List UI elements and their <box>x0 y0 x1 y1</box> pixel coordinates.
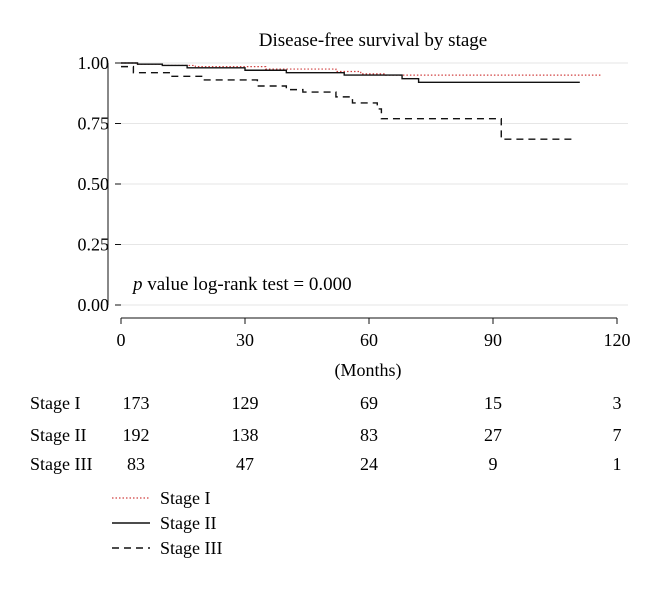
risk-count: 24 <box>360 454 378 474</box>
grid-lines <box>121 62 628 306</box>
log-rank-annotation: p value log-rank test = 0.000 <box>131 274 352 295</box>
y-tick-label: 0.75 <box>78 114 110 134</box>
annotation-italic: p <box>131 274 143 295</box>
risk-count: 173 <box>123 393 150 413</box>
x-tick-label: 0 <box>117 330 126 350</box>
x-tick-label: 90 <box>484 330 502 350</box>
x-tick-label: 30 <box>236 330 254 350</box>
risk-count: 47 <box>236 454 254 474</box>
series-line-stage-i <box>121 62 601 76</box>
annotation-text: value log-rank test = 0.000 <box>143 274 352 295</box>
risk-count: 129 <box>232 393 259 413</box>
y-tick-label: 0.00 <box>78 295 110 315</box>
legend-label: Stage I <box>160 488 210 508</box>
risk-count: 138 <box>232 425 259 445</box>
risk-count: 192 <box>123 425 150 445</box>
risk-count: 27 <box>484 425 502 445</box>
risk-count: 83 <box>360 425 378 445</box>
risk-count: 7 <box>613 425 622 445</box>
risk-row-label: Stage III <box>30 454 92 474</box>
x-tick-label: 60 <box>360 330 378 350</box>
risk-count: 69 <box>360 393 378 413</box>
risk-count: 1 <box>613 454 622 474</box>
axes: 0.00 0.25 0.50 0.75 1.00 0 30 60 90 120 <box>78 53 631 350</box>
risk-count: 15 <box>484 393 502 413</box>
risk-table: Stage I 173 129 69 15 3 Stage II 192 138 83 27 7 Sta… <box>30 393 622 474</box>
x-axis-label: (Months) <box>335 360 402 381</box>
x-tick-label: 120 <box>604 330 631 350</box>
risk-count: 9 <box>489 454 498 474</box>
legend-label: Stage II <box>160 513 216 533</box>
series-line-stage-ii <box>121 62 580 84</box>
risk-count: 3 <box>613 393 622 413</box>
y-tick-label: 1.00 <box>78 53 110 73</box>
risk-count: 83 <box>127 454 145 474</box>
y-tick-label: 0.25 <box>78 235 110 255</box>
chart-title: Disease-free survival by stage <box>259 30 487 51</box>
legend-label: Stage III <box>160 538 222 558</box>
survival-curves <box>121 62 601 140</box>
series-line-stage-iii <box>121 65 576 140</box>
risk-row-label: Stage I <box>30 393 80 413</box>
legend: Stage I Stage II Stage III <box>112 488 222 558</box>
risk-row-label: Stage II <box>30 425 86 445</box>
y-tick-label: 0.50 <box>78 174 110 194</box>
